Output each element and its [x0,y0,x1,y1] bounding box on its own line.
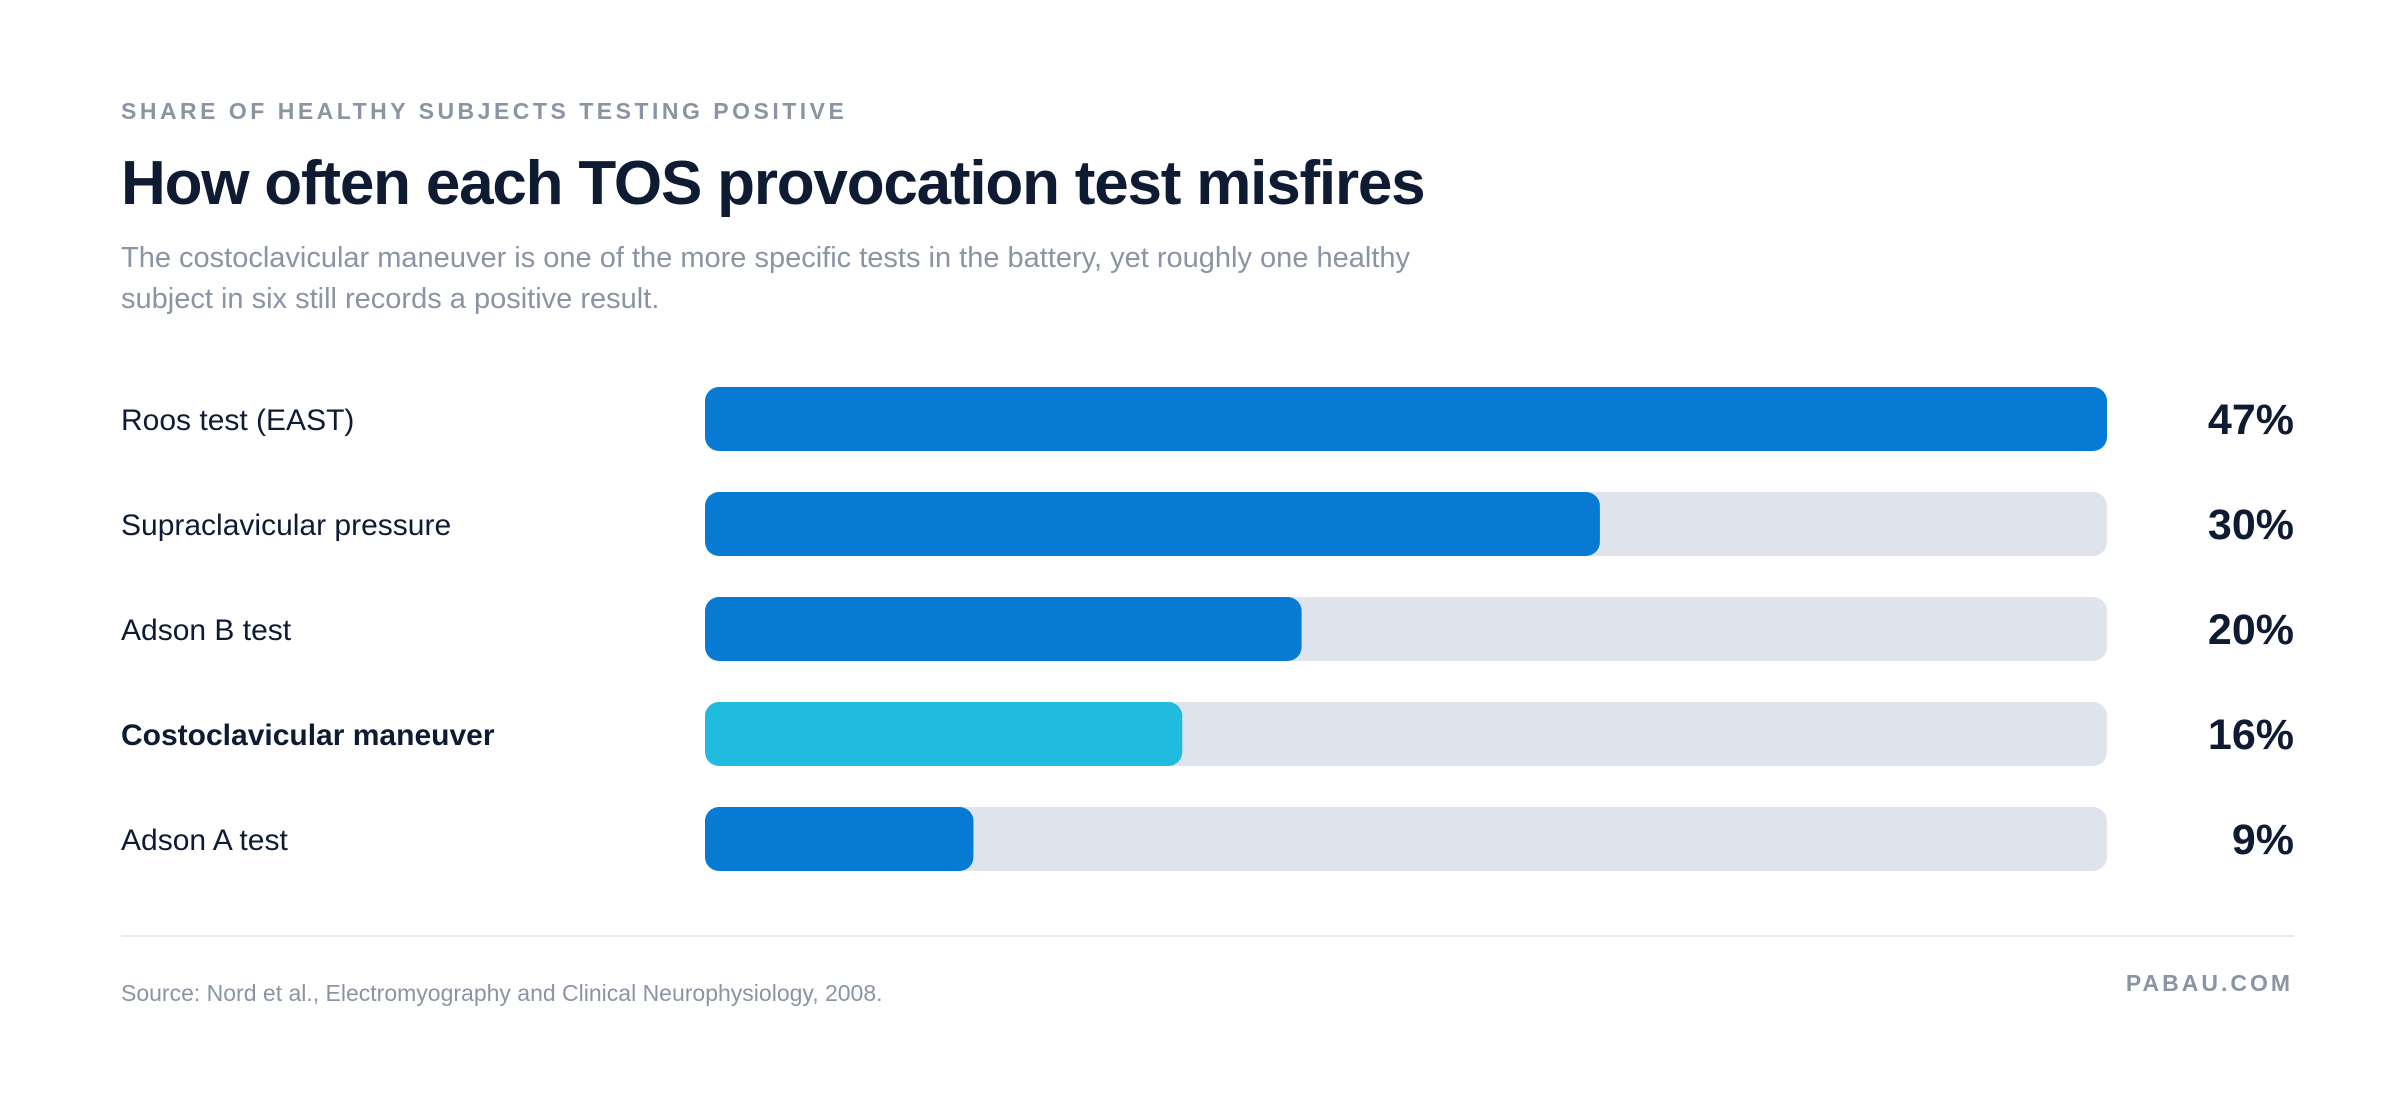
category-label: Supraclavicular pressure [121,509,451,542]
bar [705,492,1600,556]
chart-eyebrow: SHARE OF HEALTHY SUBJECTS TESTING POSITI… [121,98,848,124]
bar-chart: Roos test (EAST) 47% Supraclavicular press… [121,387,2294,871]
category-label: Roos test (EAST) [121,404,354,437]
brand-logo-text: PABAU.COM [2125,970,2293,996]
bar [705,387,2107,451]
bar-row: Supraclavicular pressure 30% [121,492,2294,556]
value-label: 16% [2208,711,2294,759]
value-label: 47% [2208,396,2294,444]
bar-track [705,807,2107,871]
chart-subtitle: The costoclavicular maneuver is one of t… [121,242,1411,315]
bar-row: Costoclavicular maneuver 16% [121,702,2294,766]
bar [705,702,1183,766]
bar-row: Roos test (EAST) 47% [121,387,2294,451]
bar [705,597,1302,661]
bar-row: Adson A test 9% [121,807,2294,871]
source-note: Source: Nord et al., Electromyography an… [121,980,883,1006]
chart-title: How often each TOS provocation test misf… [121,149,1426,218]
category-label: Adson B test [121,614,292,647]
bar-row: Adson B test 20% [121,597,2294,661]
footer-divider [121,935,2294,937]
value-label: 9% [2232,816,2294,864]
value-label: 20% [2208,606,2294,654]
bar [705,807,974,871]
category-label: Costoclavicular maneuver [121,719,495,752]
value-label: 30% [2208,501,2294,549]
category-label: Adson A test [121,824,288,857]
